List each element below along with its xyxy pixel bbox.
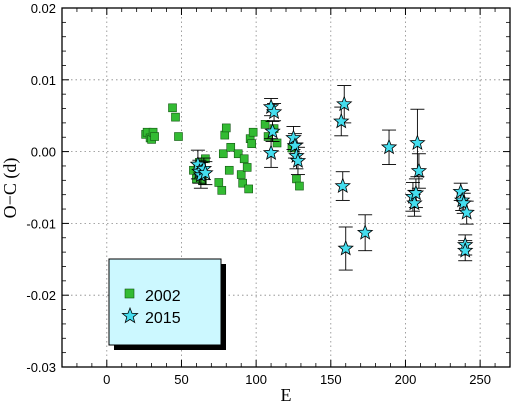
data-point-2015 bbox=[452, 183, 469, 199]
data-point-2015 bbox=[457, 242, 474, 258]
data-point-2002 bbox=[272, 138, 282, 148]
data-point-2002 bbox=[260, 120, 270, 129]
data-point-2015 bbox=[410, 162, 428, 178]
data-point-2015 bbox=[337, 239, 354, 256]
data-point-2002 bbox=[214, 178, 224, 187]
y-tick-label: 0.01 bbox=[31, 73, 56, 88]
legend-box bbox=[108, 258, 222, 346]
data-point-2015 bbox=[264, 122, 281, 139]
data-point-2015 bbox=[334, 177, 351, 194]
x-tick-label: 200 bbox=[395, 372, 417, 387]
legend-square-marker bbox=[124, 288, 135, 299]
x-tick-label: 100 bbox=[245, 372, 267, 387]
data-point-2002 bbox=[242, 163, 252, 172]
data-point-2002 bbox=[247, 139, 256, 149]
y-axis-title: O−C (d) bbox=[0, 158, 21, 219]
data-point-2002 bbox=[239, 154, 249, 164]
data-point-2002 bbox=[248, 127, 258, 137]
data-point-2015 bbox=[455, 194, 472, 211]
data-point-2015 bbox=[336, 95, 353, 112]
data-point-2015 bbox=[333, 112, 350, 129]
y-tick-label: 0.02 bbox=[31, 1, 56, 16]
data-point-2002 bbox=[150, 132, 159, 141]
data-point-2002 bbox=[238, 178, 247, 188]
x-tick-label: 50 bbox=[174, 372, 188, 387]
data-point-2002 bbox=[233, 149, 243, 159]
legend-label-2015: 2015 bbox=[145, 310, 181, 327]
y-tick-label: -0.01 bbox=[26, 216, 56, 231]
data-point-2002 bbox=[220, 130, 230, 140]
ticks bbox=[62, 7, 510, 368]
legend: 2002 2015 bbox=[108, 258, 226, 350]
y-tick-label: -0.03 bbox=[26, 360, 56, 375]
data-point-2002 bbox=[218, 149, 228, 159]
legend-star-marker bbox=[121, 306, 139, 324]
data-point-2002 bbox=[292, 174, 301, 184]
x-tick-label: 0 bbox=[103, 372, 110, 387]
data-point-2002 bbox=[168, 103, 177, 113]
x-tick-label: 250 bbox=[469, 372, 491, 387]
data-point-2015 bbox=[407, 184, 425, 201]
data-point-2002 bbox=[236, 170, 246, 179]
data-point-2002 bbox=[174, 132, 183, 141]
data-point-2015 bbox=[380, 138, 398, 155]
data-point-2002 bbox=[217, 186, 227, 195]
legend-marker-2015 bbox=[121, 306, 139, 324]
data-point-2015 bbox=[406, 194, 423, 211]
grid bbox=[62, 7, 510, 368]
data-point-2002 bbox=[224, 165, 234, 175]
data-point-2015 bbox=[458, 204, 475, 220]
data-point-2015 bbox=[197, 164, 214, 181]
data-point-2002 bbox=[171, 112, 180, 122]
x-axis-title: E bbox=[281, 385, 292, 405]
tick-labels: 0 50 100 150 200 250 0.02 0.01 0.00 -0.01 -0.02 -0.… bbox=[26, 1, 491, 387]
data-point-2002 bbox=[295, 181, 304, 191]
data-point-2015 bbox=[356, 224, 374, 240]
y-tick-label: 0.00 bbox=[31, 145, 56, 160]
x-tick-label: 150 bbox=[320, 372, 342, 387]
data-point-2015 bbox=[409, 134, 426, 150]
data-point-2015 bbox=[289, 152, 307, 168]
data-point-2015 bbox=[286, 137, 304, 153]
data-point-2015 bbox=[262, 144, 280, 161]
legend-marker-2002 bbox=[124, 288, 135, 299]
data-point-2015 bbox=[265, 103, 283, 120]
data-point-2002 bbox=[244, 184, 253, 194]
series-2015 bbox=[189, 85, 475, 271]
data-point-2002 bbox=[226, 142, 236, 152]
y-tick-label: -0.02 bbox=[26, 288, 56, 303]
legend-label-2002: 2002 bbox=[145, 288, 181, 305]
data-point-2002 bbox=[221, 123, 231, 133]
